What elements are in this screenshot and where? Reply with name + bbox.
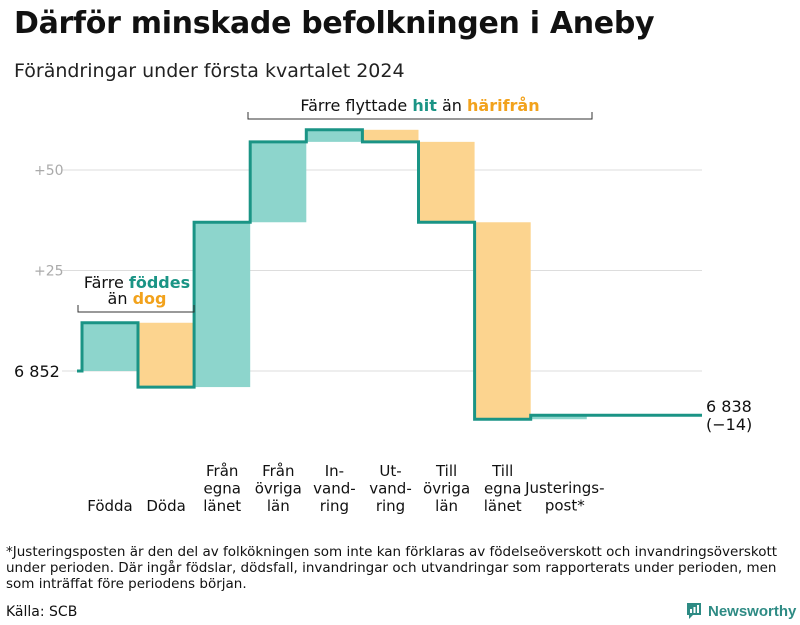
category-label: Döda [146,497,185,515]
category-label: Justerings-post* [524,479,604,515]
waterfall-bar [362,129,419,142]
source: Källa: SCB [6,604,78,620]
waterfall-bar [82,322,138,371]
category-label: Ut-vand-ring [369,462,412,515]
annotation-migration-bracket [247,112,593,120]
end-value-label: 6 838 [706,397,752,416]
waterfall-bar [138,322,195,388]
category-label: Från övriga län [255,462,302,515]
waterfall-bar [530,415,587,420]
waterfall-bar [474,222,531,420]
start-value-label: 6 852 [14,362,60,381]
brand-name: Newsworthy [708,602,797,620]
annotation-births-line1: Färre föddes [84,273,190,292]
end-change-label: (−14) [706,415,752,434]
cumulative-line [77,128,702,421]
waterfall-bar [194,222,251,388]
waterfall-bar [250,141,307,223]
category-label: Till egna länet [484,462,522,515]
y-tick-label: +50 [34,163,64,179]
annotation-births-line2: än dog [108,289,167,308]
chart-subtitle: Förändringar under första kvartalet 2024 [14,60,405,82]
waterfall-bar [418,141,475,223]
waterfall-chart: +25 +50 6 852 Födda Döda Från egna länet Från övr… [14,96,752,515]
annotation-migration: Färre flyttade hit än härifrån [300,96,539,115]
brand-logo[interactable]: Newsworthy [686,602,796,620]
category-label: Till övriga län [423,462,470,515]
chart-title: Därför minskade befolkningen i Aneby [14,6,655,41]
waterfall-bar [306,129,363,142]
y-tick-label: +25 [34,264,64,280]
category-label: Från egna länet [203,462,241,515]
annotation-births-bracket [77,305,195,313]
category-label: In-vand-ring [313,462,356,515]
category-label: Födda [87,497,133,515]
newsworthy-logo-icon [687,603,701,619]
footnote: *Justeringsposten är den del av folkökni… [6,544,778,592]
